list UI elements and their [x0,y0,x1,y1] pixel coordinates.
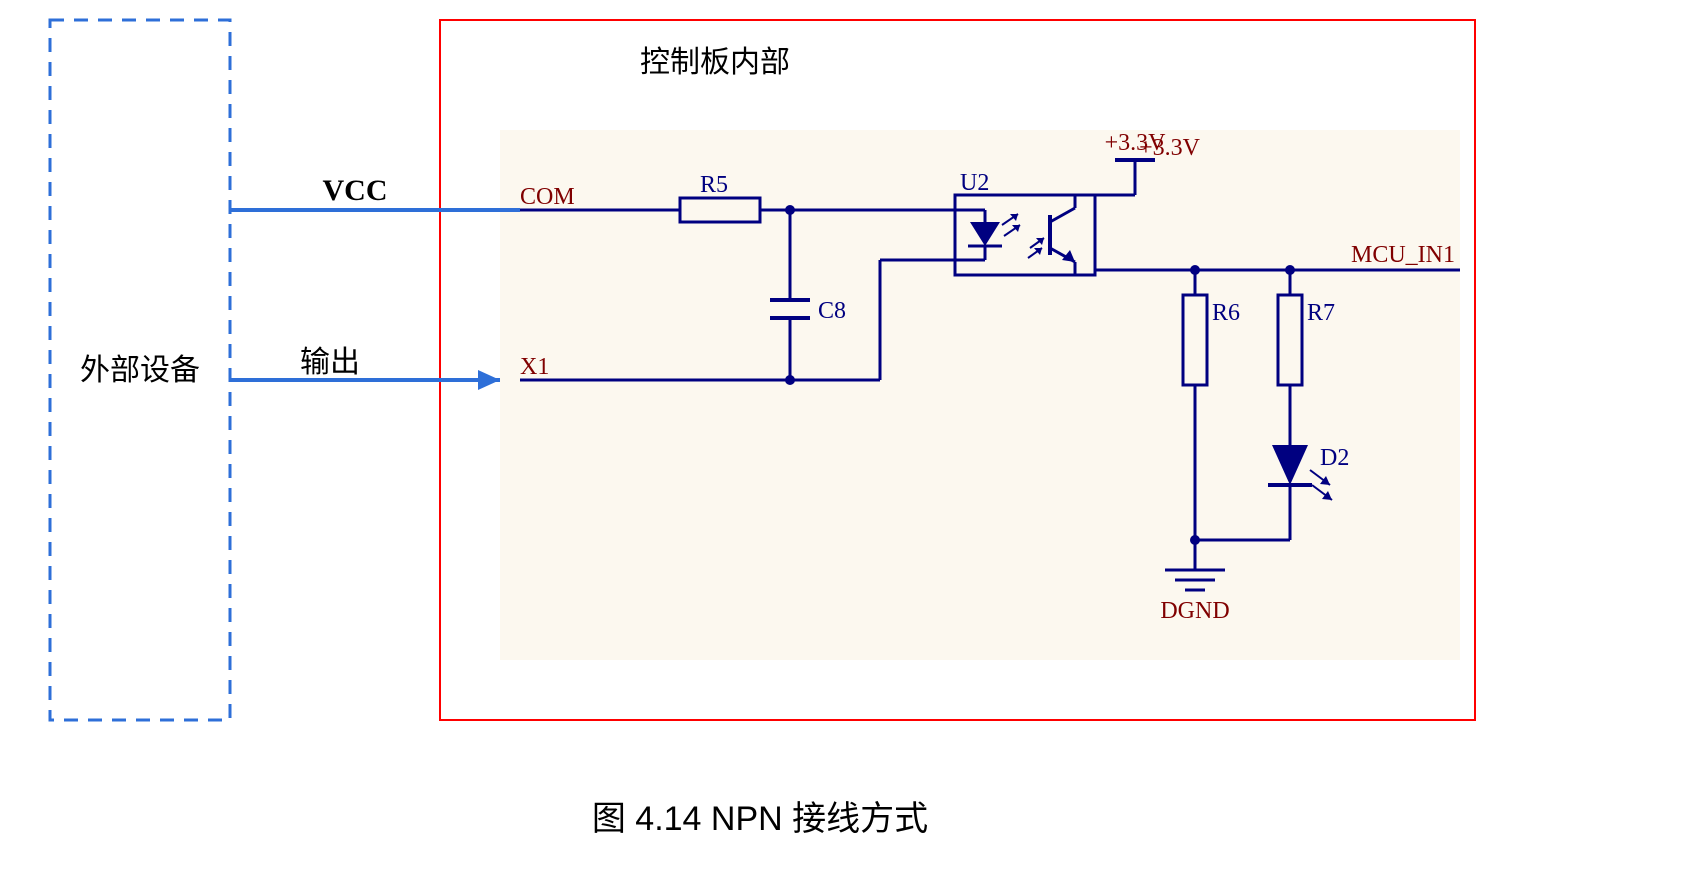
r5-ref: R5 [700,172,728,198]
external-device-label: 外部设备 [80,354,200,387]
r7-ref: R7 [1307,300,1335,326]
schematic-figure: { "figure": { "type": "circuit-schematic… [0,0,1688,883]
net-v33-label: +3.3V [1105,130,1167,156]
node-dgnd-join [1190,535,1200,545]
net-mcu-in1: MCU_IN1 [1351,242,1455,268]
d2-ref: D2 [1320,445,1349,471]
net-com: COM [520,184,575,210]
net-x1: X1 [520,354,549,380]
r6-ref: R6 [1212,300,1240,326]
figure-caption: 图 4.14 NPN 接线方式 [592,800,928,838]
u2-ref: U2 [960,170,989,196]
net-dgnd: DGND [1160,598,1229,624]
node-c8-bot [785,375,795,385]
c8-ref: C8 [818,298,846,324]
schematic-svg: 外部设备 控制板内部 VCC COM R5 C8 输出 X1 U2 [0,0,1688,883]
out-label: 输出 [300,346,360,379]
vcc-label: VCC [323,174,388,207]
out-arrow-head [478,370,500,390]
control-board-title: 控制板内部 [640,46,790,79]
